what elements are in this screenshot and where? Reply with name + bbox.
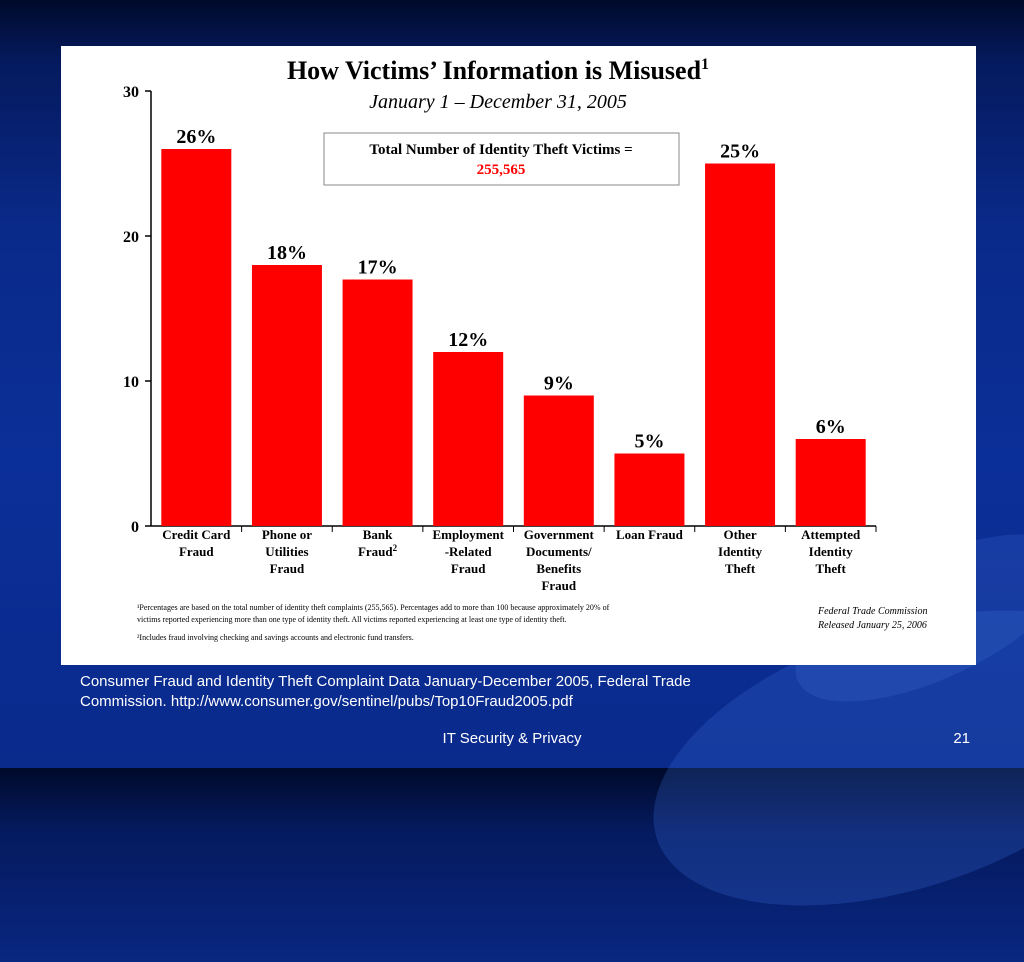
x-tick-label: Fraud — [451, 561, 486, 576]
data-label: 5% — [634, 431, 664, 453]
x-tick-label: Phone or — [262, 527, 312, 542]
bar-chart: How Victims’ Information is Misused1 Janu… — [123, 56, 927, 642]
data-label: 9% — [544, 373, 574, 395]
chart-title: How Victims’ Information is Misused1 — [287, 56, 709, 85]
x-tick-label: Fraud — [179, 544, 214, 559]
y-tick-label: 0 — [131, 519, 139, 536]
x-tick-label: Employment — [432, 527, 504, 542]
x-tick-label: Credit Card — [162, 527, 231, 542]
total-victims-box — [323, 132, 680, 186]
y-tick-label: 20 — [123, 229, 139, 246]
bar — [795, 439, 866, 526]
chart-subtitle: January 1 – December 31, 2005 — [369, 91, 627, 113]
x-tick-label: Loan Fraud — [616, 527, 684, 542]
bar — [342, 279, 413, 526]
source-note: Federal Trade Commission — [817, 606, 927, 617]
chart-panel: How Victims’ Information is Misused1 Janu… — [61, 46, 976, 665]
bar — [705, 163, 776, 526]
footer-title: IT Security & Privacy — [442, 730, 582, 747]
source-note: Released January 25, 2006 — [817, 620, 927, 631]
footnote: victims reported experiencing more than … — [137, 615, 567, 624]
data-label: 12% — [448, 329, 488, 351]
bar — [523, 395, 594, 526]
y-tick-label: 10 — [123, 374, 139, 391]
data-label: 18% — [267, 242, 307, 264]
data-label: 17% — [358, 257, 398, 279]
bar — [433, 352, 504, 526]
x-tick-label: Other — [723, 527, 756, 542]
data-label: 26% — [176, 126, 216, 148]
x-tick-label: Utilities — [265, 544, 308, 559]
data-label: 6% — [816, 416, 846, 438]
x-tick-label: Theft — [816, 561, 847, 576]
x-tick-label: Fraud — [541, 578, 576, 593]
total-victims-value: 255,565 — [477, 162, 526, 178]
x-tick-label: Fraud — [270, 561, 305, 576]
x-tick-label: Identity — [809, 544, 854, 559]
page-number: 21 — [953, 730, 970, 747]
bar — [614, 453, 685, 526]
x-tick-label: Benefits — [536, 561, 581, 576]
y-tick-label: 30 — [123, 84, 139, 101]
x-tick-label: -Related — [445, 544, 493, 559]
data-label: 25% — [720, 141, 760, 163]
x-tick-label: Bank — [363, 527, 393, 542]
x-tick-label: Identity — [718, 544, 763, 559]
x-tick-label: Documents/ — [526, 544, 592, 559]
x-tick-label: Government — [524, 527, 595, 542]
footnote: ²Includes fraud involving checking and s… — [137, 633, 414, 642]
caption-line: Consumer Fraud and Identity Theft Compla… — [80, 673, 691, 690]
source-caption: Consumer Fraud and Identity Theft Compla… — [80, 672, 800, 712]
x-tick-label: Theft — [725, 561, 756, 576]
total-victims-label: Total Number of Identity Theft Victims = — [369, 142, 632, 158]
bar — [161, 149, 232, 526]
bar — [251, 265, 322, 526]
caption-line: Commission. http://www.consumer.gov/sent… — [80, 693, 573, 710]
x-tick-label: Fraud2 — [358, 543, 398, 559]
x-tick-label: Attempted — [801, 527, 861, 542]
footnote: ¹Percentages are based on the total numb… — [137, 603, 610, 612]
